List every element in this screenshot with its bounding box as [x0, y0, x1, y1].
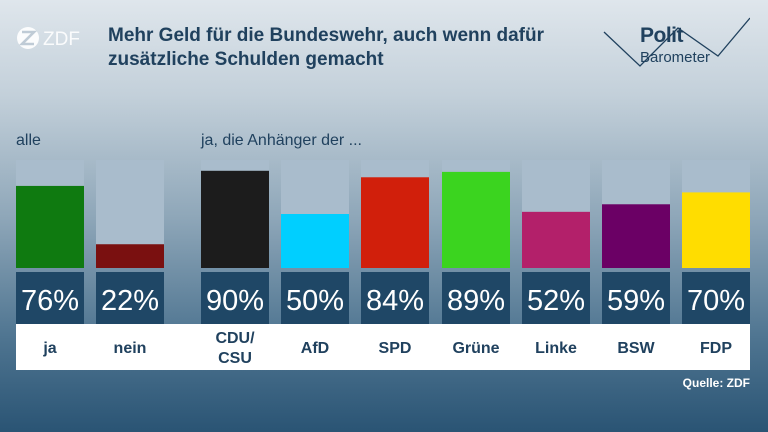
category-label: Grüne — [452, 340, 499, 357]
value-box — [16, 272, 84, 324]
value-label: 89% — [447, 285, 505, 317]
zigzag-icon — [603, 17, 750, 67]
value-label: 90% — [206, 285, 264, 317]
value-box — [96, 272, 164, 324]
category-label: SPD — [379, 340, 412, 357]
politbarometer-logo: Polit Barometer — [600, 14, 750, 74]
value-label: 50% — [286, 285, 344, 317]
value-box — [201, 272, 269, 324]
label-band — [16, 324, 750, 370]
bar-6 — [522, 211, 590, 268]
bar-8 — [682, 192, 750, 268]
category-label: FDP — [700, 340, 732, 357]
chart-title: Mehr Geld für die Bundeswehr, auch wenn … — [108, 25, 545, 70]
source-note: Quelle: ZDF — [682, 376, 750, 390]
brand-polit: Polit — [640, 24, 684, 47]
value-box — [682, 272, 750, 324]
category-label: ja — [42, 340, 56, 357]
brand-barometer: Barometer — [640, 49, 711, 66]
category-label: CDU/ — [215, 330, 255, 347]
group-label-alle: alle — [16, 132, 41, 149]
value-box — [522, 272, 590, 324]
value-box — [281, 272, 349, 324]
value-box — [361, 272, 429, 324]
category-label: BSW — [617, 340, 655, 357]
bar-4 — [361, 177, 429, 268]
value-label: 59% — [607, 285, 665, 317]
bar-7 — [602, 204, 670, 268]
zdf-logo: ZDF — [17, 27, 80, 50]
zdf-logo-text: ZDF — [43, 29, 80, 50]
value-label: 76% — [21, 285, 79, 317]
value-box — [442, 272, 510, 324]
bar-0 — [16, 185, 84, 268]
bar-1 — [96, 244, 164, 268]
value-box — [602, 272, 670, 324]
value-label: 70% — [687, 285, 745, 317]
category-label: CSU — [218, 350, 252, 367]
category-label: nein — [114, 340, 147, 357]
bar-5 — [442, 171, 510, 268]
value-label: 52% — [527, 285, 585, 317]
value-label: 84% — [366, 285, 424, 317]
bar-3 — [281, 214, 349, 268]
category-label: AfD — [301, 340, 329, 357]
category-label: Linke — [535, 340, 577, 357]
bar-2 — [201, 170, 269, 268]
value-label: 22% — [101, 285, 159, 317]
group-label-parties: ja, die Anhänger der ... — [201, 132, 362, 149]
